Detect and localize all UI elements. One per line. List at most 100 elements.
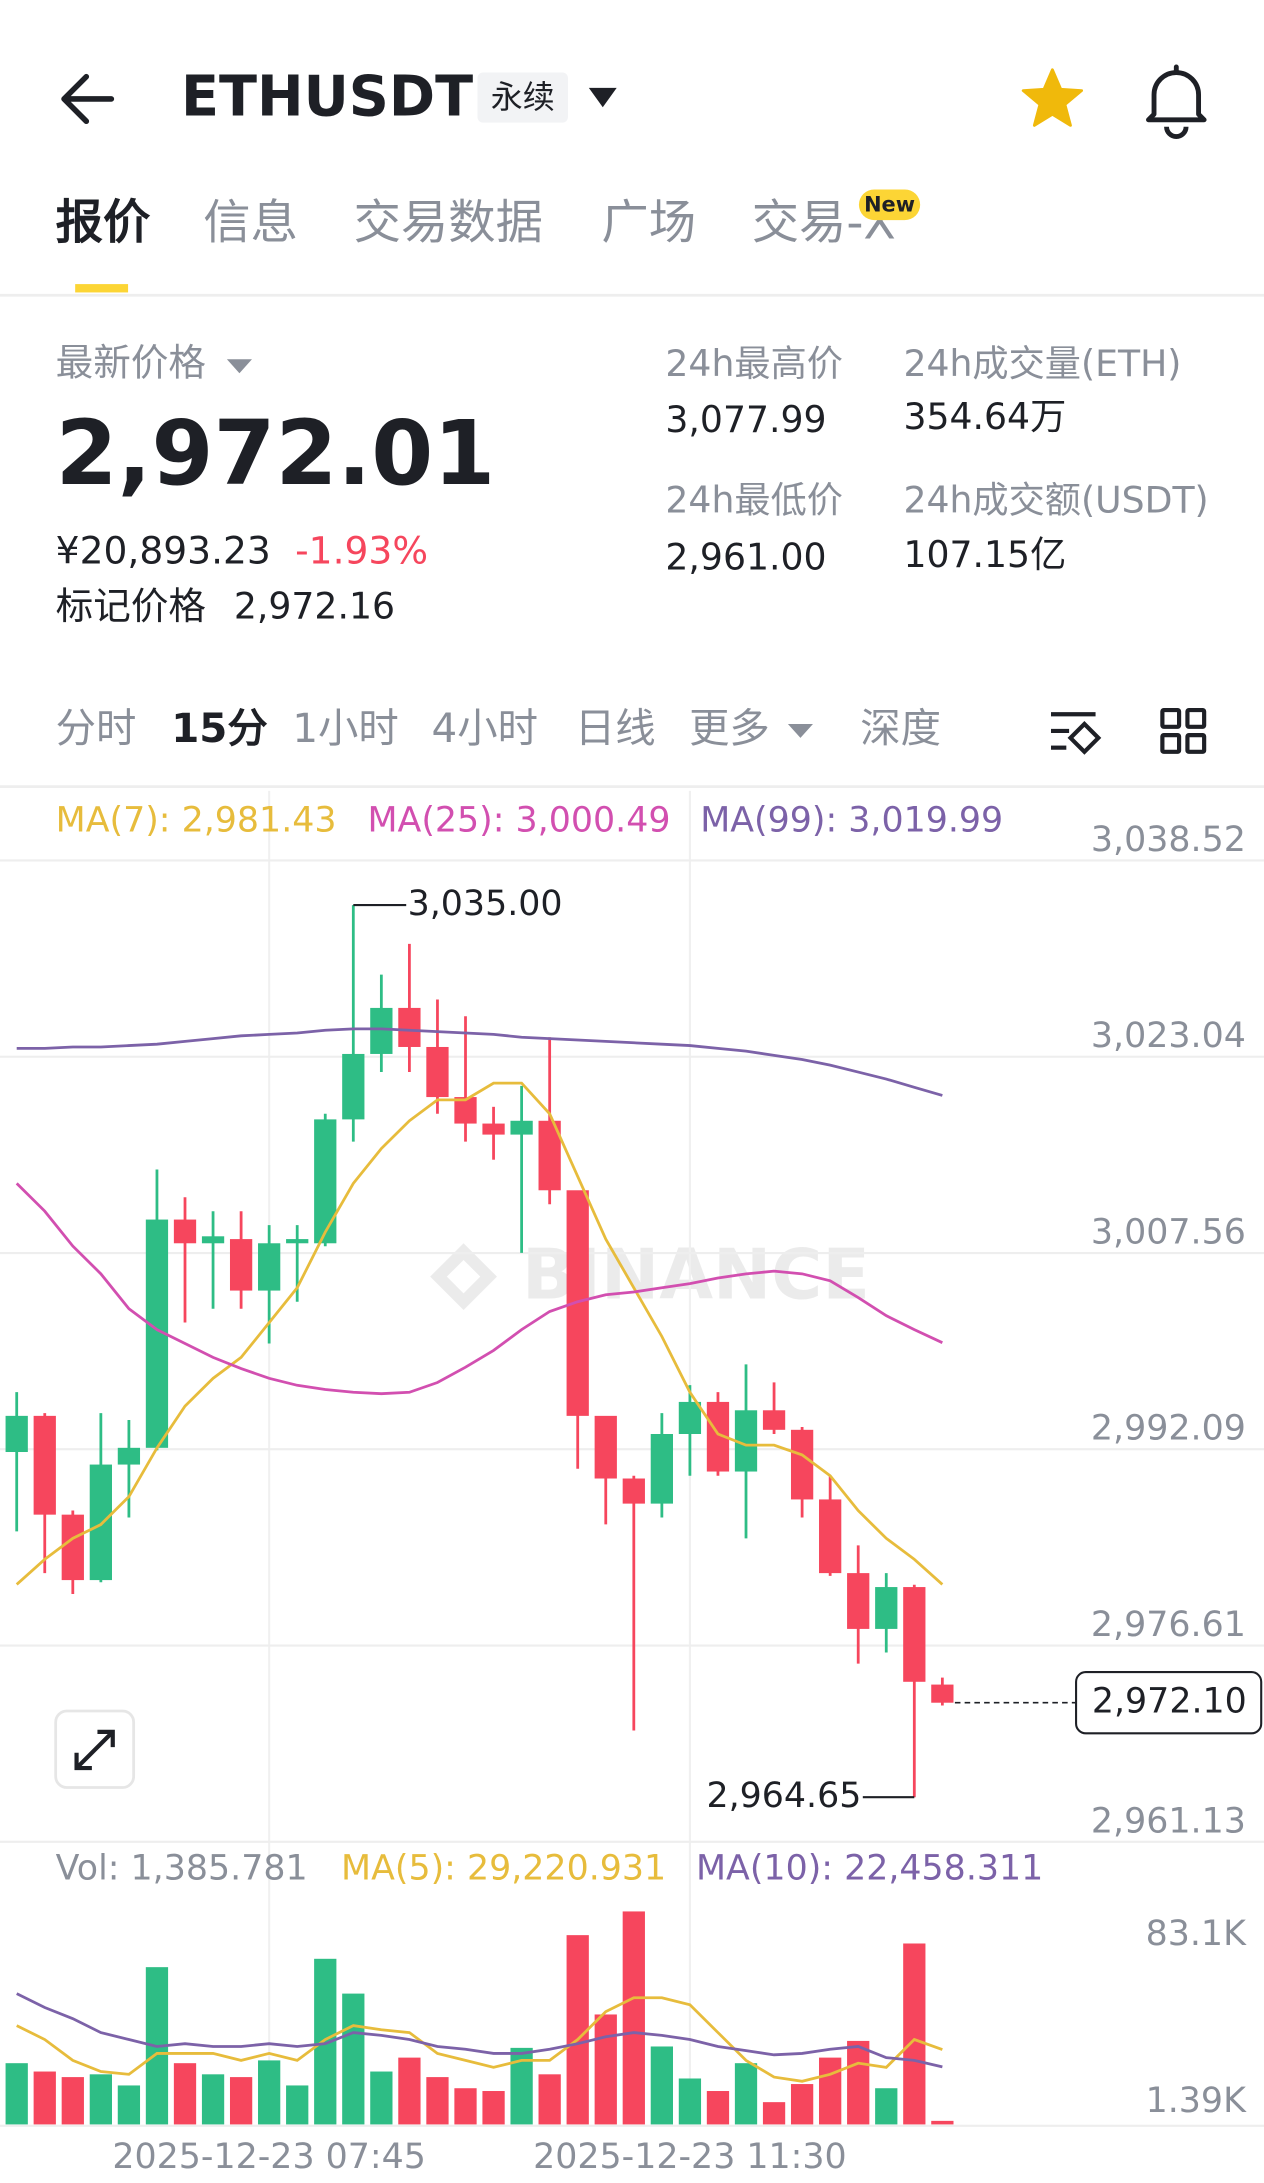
volume-bar [286,2085,309,2125]
icon-square [1185,707,1207,729]
candle-body [819,1499,842,1574]
contract-badge-bg [477,72,568,123]
legend-entry: MA(5): 29,220.931 [341,1849,666,1889]
volume-bar [229,2077,253,2125]
volume-bar [33,2071,56,2125]
candle-body [762,1410,786,1430]
candle-body [510,1120,533,1135]
interval[interactable]: 更多 [689,705,770,752]
ma-line [15,1182,943,1396]
candle-body [5,1415,28,1453]
icon-square [1160,733,1182,754]
ma-line [15,1081,944,1586]
stat-label: 24h最低价 [665,479,843,522]
volume-bar [314,1958,337,2125]
candle-body [201,1236,225,1244]
icon-square [1185,733,1207,754]
candle-body [847,1573,870,1629]
indicator-settings[interactable] [1051,712,1102,755]
layout-grid[interactable] [1160,707,1207,754]
volume-bar [482,2091,505,2125]
volume-legend: Vol: 1,385.781 [56,1849,308,1889]
candle-body [426,1046,449,1098]
y-tick-label: 3,007.56 [1091,1213,1246,1253]
candle-body [173,1219,197,1244]
bell-body [1146,70,1207,123]
volume-bar [678,2078,702,2125]
volume-bar [258,2060,281,2125]
volume-bar [61,2077,84,2125]
volume-bar [706,2091,730,2125]
candle-body [89,1464,112,1581]
back-button[interactable] [61,73,115,125]
volume-bar [762,2102,786,2125]
volume-bar [903,1943,926,2125]
volume-bar [790,2084,814,2125]
tab[interactable]: 广场 [601,196,696,251]
price-stats: 最新价格 2,972.01 ¥20,893.23 -1.93% 标记价格 2,9… [56,340,1209,628]
y-tick-label: 83.1K [1146,1914,1247,1954]
interval[interactable]: 分时 [56,705,137,752]
y-tick-label: 2,976.61 [1091,1605,1246,1645]
expand-button[interactable] [54,1709,136,1789]
y-tick-label: 1.39K [1146,2081,1247,2121]
interval[interactable]: 4小时 [432,705,538,752]
last-price-box [1075,1671,1263,1735]
tab[interactable]: 信息 [203,196,298,251]
annotation-label: 2,964.65 [706,1776,861,1816]
kline-chart: 2025-12-23 07:45 2025-12-23 11:30 3,038.52… [0,790,1264,2177]
icon-diamond [1067,721,1102,755]
favorite-star[interactable] [1021,68,1084,127]
volume-bar [650,2046,673,2125]
volume-bar [89,2074,112,2125]
ma-line [16,1996,943,2083]
ma-line [16,1992,943,2069]
interval[interactable]: 日线 [575,705,656,752]
candle-body [61,1514,84,1581]
annotation-label: 3,035.00 [408,884,563,924]
candle-body [314,1119,337,1244]
x-tick-label: 2025-12-23 07:45 [112,2137,426,2177]
interval[interactable]: 15分 [171,705,268,752]
volume-bar [566,1935,589,2125]
contract-badge: 永续 [491,78,555,116]
candle-body [875,1587,898,1629]
dropdown-caret[interactable] [226,359,252,374]
candle-body [931,1684,954,1703]
ma-line [16,1027,943,1097]
volume-bar [370,2071,393,2125]
candle-body [398,1007,421,1047]
tab[interactable]: 交易数据 [354,196,543,251]
candle-body [229,1239,253,1291]
candle-body [342,1053,365,1120]
candle-body [903,1587,926,1682]
y-tick-label: 3,038.52 [1091,820,1246,860]
candle-body [622,1478,645,1504]
legend-entry: MA(10): 22,458.311 [696,1849,1043,1889]
interval[interactable]: 深度 [860,705,941,752]
last-price: 2,972.01 [56,402,496,506]
back-arrow [61,73,115,125]
candle-body [370,1007,393,1054]
expand-icon [74,1729,115,1771]
dropdown-caret [787,723,813,738]
stat-value: 3,077.99 [665,398,826,441]
stat-label: 24h成交额(USDT) [903,479,1208,522]
tab[interactable]: 报价 [56,196,151,251]
stat-label: 24h成交量(ETH) [903,342,1181,385]
new-badge-bg [858,189,921,221]
cny-price: ¥20,893.23 [56,528,271,572]
y-tick-label: 3,023.04 [1091,1016,1246,1056]
volume-bar [622,1911,645,2125]
volume-bar [201,2074,225,2125]
notification-bell[interactable] [1146,64,1207,139]
candle-body [706,1401,730,1472]
symbol-dropdown[interactable] [588,87,617,108]
candle-body [482,1123,505,1135]
interval[interactable]: 1小时 [292,705,398,752]
y-tick-label: 2,992.09 [1091,1409,1246,1449]
candle-body [145,1219,169,1448]
volume-bar [510,2047,533,2125]
